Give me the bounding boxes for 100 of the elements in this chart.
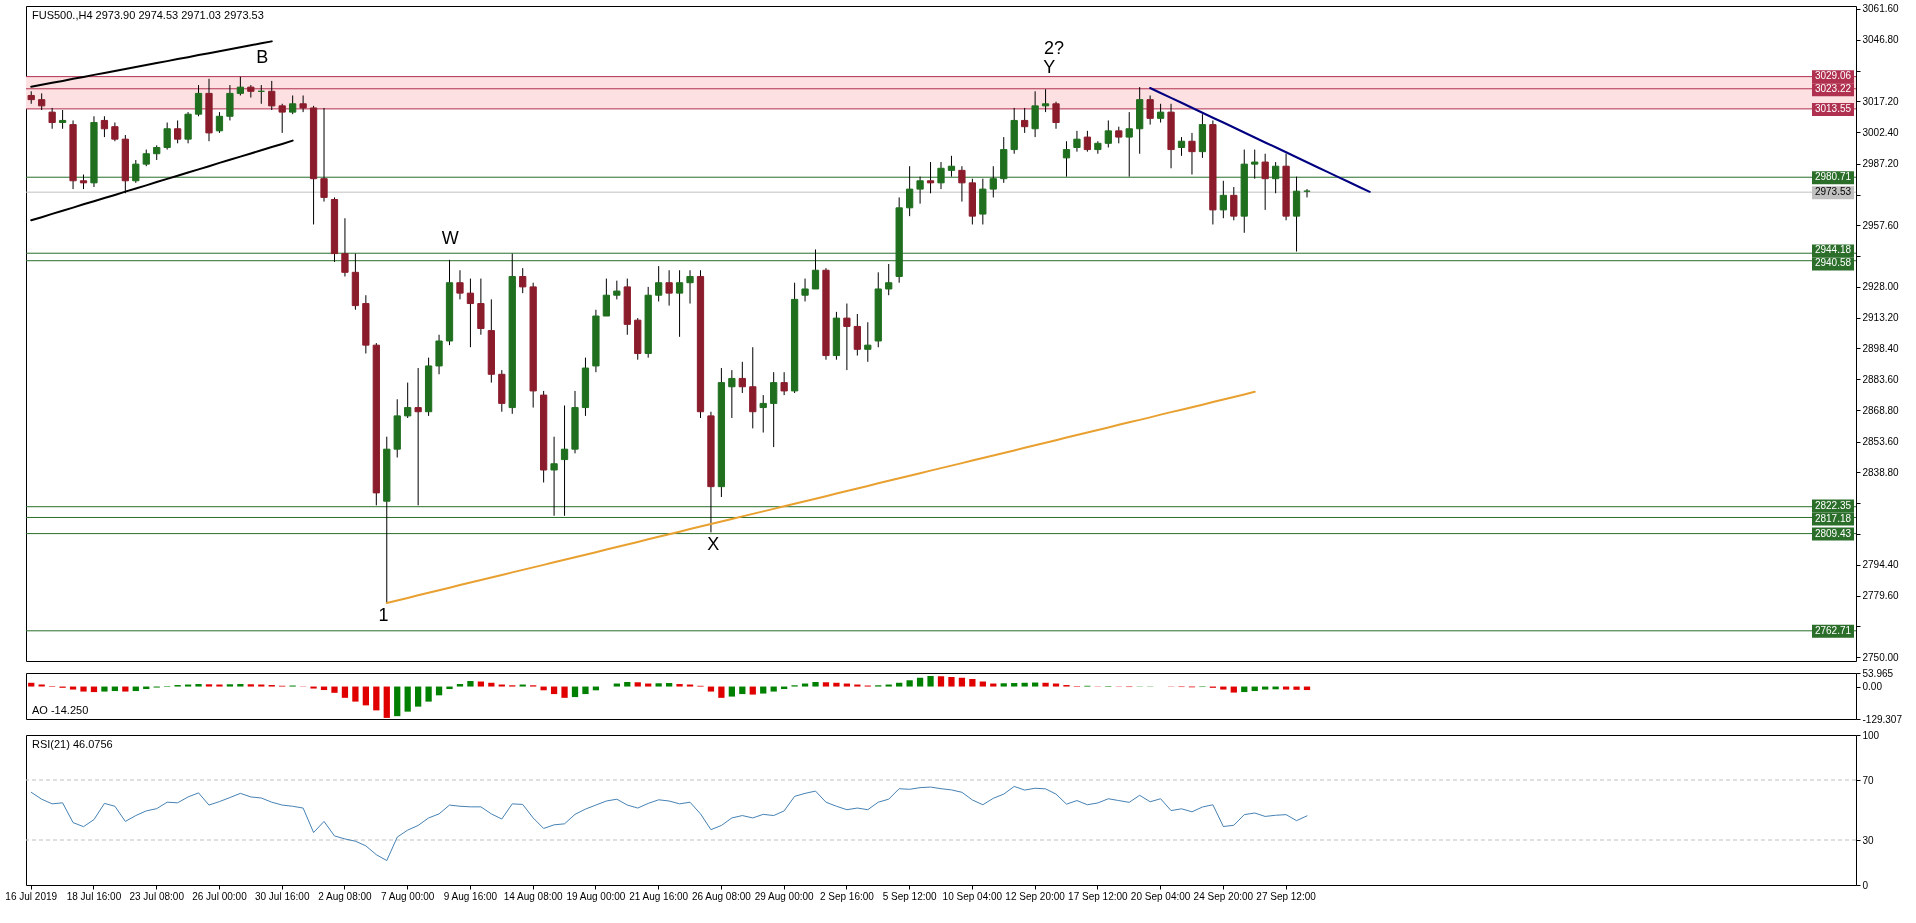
candlestick [58,109,67,130]
annotation: X [707,534,720,555]
x-tick-label: 26 Aug 08:00 [691,890,752,902]
bar [613,683,620,687]
y-tick-label: 70 [1862,774,1875,786]
y-tick-label: 2779.60 [1862,590,1900,602]
annotation: 1 [378,605,389,626]
x-tick-label: 19 Aug 00:00 [566,890,626,902]
bar [122,686,129,692]
candlestick [759,394,767,434]
x-tick-label: 23 Jul 08:00 [129,890,185,902]
bar [927,676,934,687]
y-tick-label: 30 [1862,834,1875,846]
candlestick [456,269,464,300]
bar [582,686,589,695]
x-tick-label: 2 Aug 08:00 [318,890,373,902]
candlestick [1083,130,1092,153]
bar [1293,686,1300,690]
y-tick-label: 3017.20 [1862,95,1900,107]
chart-title: RSI(21) 46.0756 [32,738,113,750]
bar [205,684,213,687]
x-tick-label: 24 Sep 20:00 [1193,890,1254,902]
ref-line-label: 2973.53 [1814,186,1852,198]
x-tick-label: 26 Jul 00:00 [192,890,248,902]
y-tick-label: 2987.20 [1862,158,1900,170]
bar [718,686,725,698]
candlestick [1146,94,1154,126]
x-tick-label: 30 Jul 16:00 [254,890,310,902]
candlestick [215,111,224,134]
bar [467,681,474,687]
y-tick-label: 2898.40 [1862,342,1900,354]
bar [394,686,401,717]
bar [843,683,851,687]
candlestick [926,161,935,194]
candlestick [613,280,621,300]
annotation: B [256,46,269,67]
candlestick [655,265,663,302]
candlestick [404,382,412,419]
bar [634,682,641,687]
x-tick-label: 7 Aug 00:00 [380,890,435,902]
ref-line-label: 2944.18 [1814,244,1852,256]
candlestick [1188,132,1196,176]
candlestick [843,303,851,371]
ref-line-label: 2980.71 [1814,171,1852,183]
candlestick [163,122,171,151]
x-tick-label: 12 Sep 20:00 [1005,890,1066,902]
line-series [385,390,1256,604]
bar [498,684,505,687]
y-tick-label: 2868.80 [1862,404,1900,416]
bar [1262,686,1269,690]
x-tick-label: 29 Aug 00:00 [754,890,815,902]
bar [749,686,756,695]
candlestick [738,361,746,394]
y-tick-label: 3002.40 [1862,126,1900,138]
bar [184,684,192,687]
candlestick [686,269,694,305]
bar [854,684,861,687]
candlestick [341,217,349,277]
candlestick [1104,119,1112,148]
bar [362,686,369,706]
bar [822,682,830,687]
bar [258,684,265,687]
candlestick [1031,90,1039,138]
candlestick [100,115,109,138]
bar [655,683,662,687]
bar [425,686,432,702]
bar [1011,683,1018,687]
candlestick [1230,186,1238,221]
candlestick [194,84,203,117]
bar [686,684,694,687]
annotation: W [441,227,459,248]
ref-line-label: 2822.35 [1814,499,1852,511]
x-tick-label: 20 Sep 04:00 [1130,890,1191,902]
x-tick-label: 9 Aug 16:00 [443,890,498,902]
bar [958,677,966,687]
chart-title: FUS500.,H4 2973.90 2974.53 2971.03 2973.53 [32,9,264,21]
bar [665,683,673,687]
candlestick [1041,88,1050,113]
candlestick [958,165,966,203]
candlestick [885,263,893,296]
y-tick-label: 2838.80 [1862,466,1900,478]
y-tick-label: -129.307 [1862,713,1903,725]
bar [237,684,244,687]
bar [352,686,359,702]
candlestick [236,76,245,96]
y-tick-label: 2750.00 [1862,651,1900,663]
candlestick [226,84,234,121]
bar [69,686,77,690]
candlestick [466,278,475,348]
bar [561,686,568,698]
y-tick-label: 2913.20 [1862,312,1900,324]
x-tick-label: 14 Aug 08:00 [503,890,564,902]
bar [216,684,223,687]
bar [519,684,526,687]
bar [728,686,735,697]
bar [885,684,892,687]
y-tick-label: 3061.60 [1862,3,1900,15]
candlestick [48,107,56,130]
line-series [1149,86,1371,193]
y-tick-label: 2957.60 [1862,219,1900,231]
